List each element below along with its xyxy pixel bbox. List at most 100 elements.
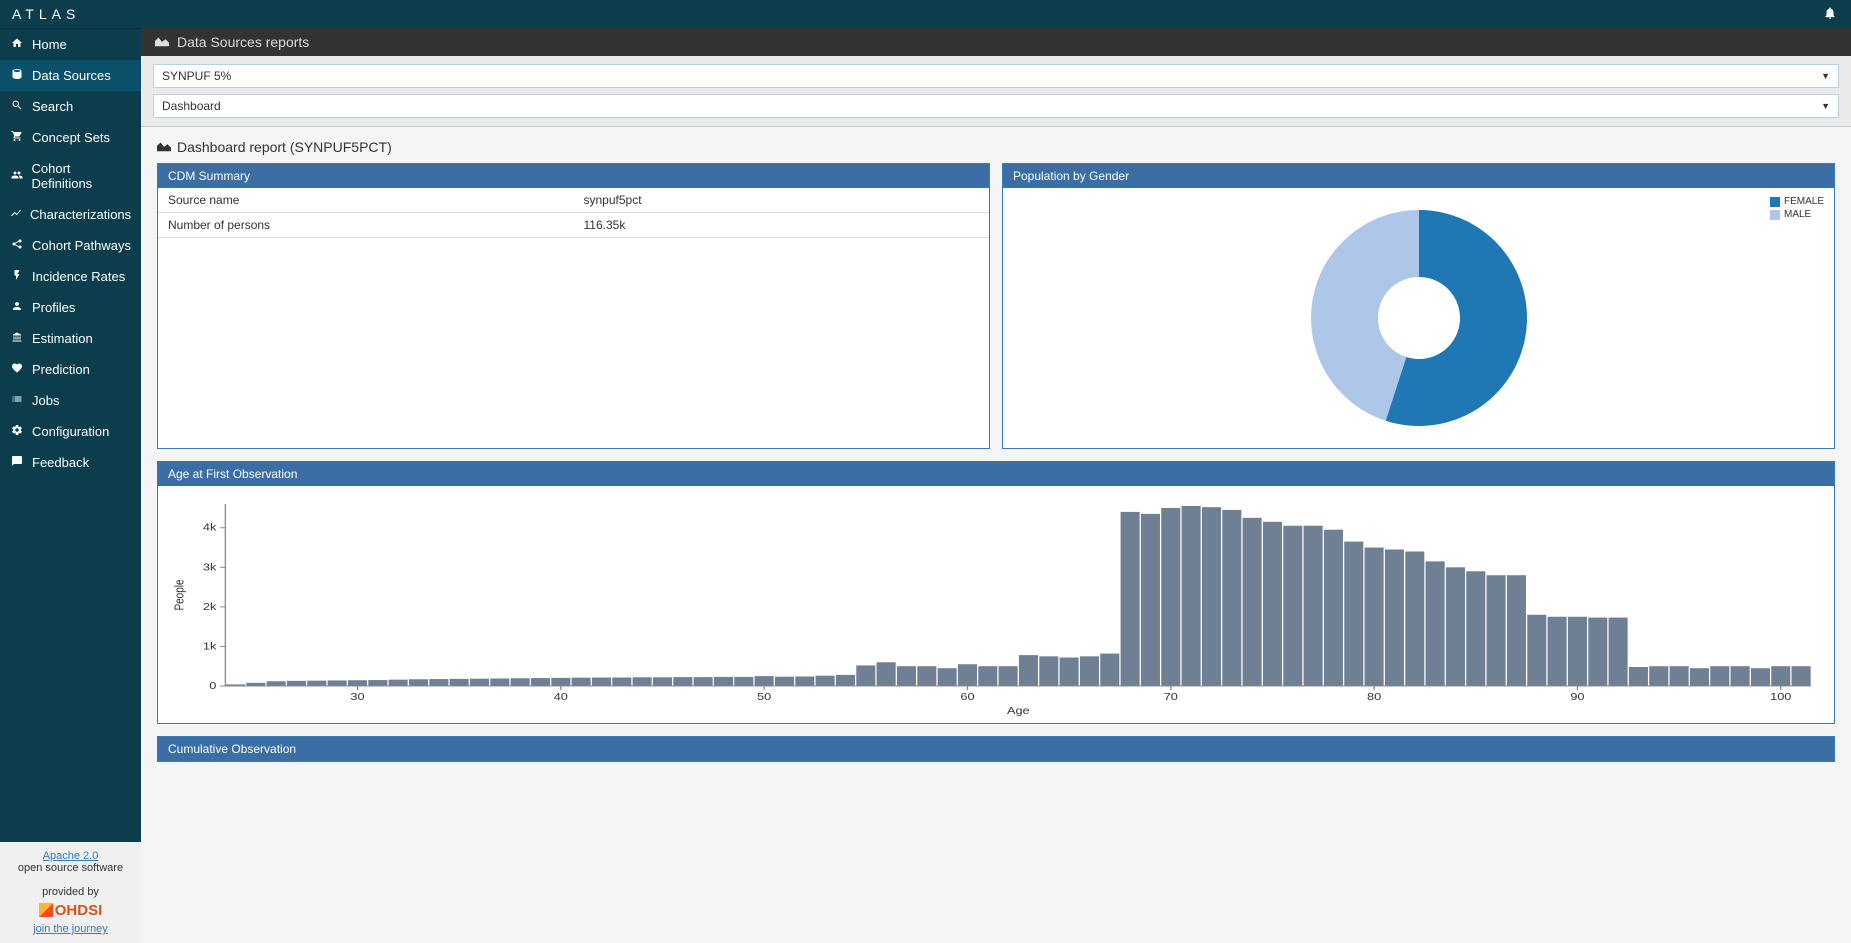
- sidebar-item-label: Data Sources: [32, 68, 111, 83]
- histogram-bar: [1710, 666, 1729, 686]
- svg-text:Age: Age: [1007, 706, 1030, 716]
- sidebar-item-label: Cohort Pathways: [32, 238, 131, 253]
- age-panel: Age at First Observation 01k2k3k4kPeople…: [157, 461, 1835, 724]
- content: Dashboard report (SYNPUF5PCT) CDM Summar…: [141, 127, 1851, 943]
- sidebar-item-cohort-definitions[interactable]: Cohort Definitions: [0, 153, 141, 199]
- histogram-bar: [1629, 667, 1648, 686]
- svg-text:80: 80: [1367, 692, 1381, 702]
- histogram-bar: [1283, 526, 1302, 686]
- histogram-bar: [592, 677, 611, 686]
- sidebar-item-cohort-pathways[interactable]: Cohort Pathways: [0, 230, 141, 261]
- database-icon: [10, 68, 24, 83]
- sidebar-item-jobs[interactable]: Jobs: [0, 385, 141, 416]
- sidebar-item-feedback[interactable]: Feedback: [0, 447, 141, 478]
- histogram-bar: [1609, 618, 1628, 686]
- histogram-bar: [1588, 618, 1607, 686]
- balance-icon: [10, 331, 24, 346]
- report-select[interactable]: Dashboard ▼: [153, 94, 1839, 118]
- histogram-bar: [1202, 507, 1221, 686]
- nav: Home Data Sources Search Concept Sets Cohort…: [0, 29, 141, 842]
- sidebar-footer: Apache 2.0 open source software provided…: [0, 842, 141, 943]
- histogram-bar: [511, 678, 530, 686]
- legend-swatch: [1770, 210, 1780, 220]
- sidebar-item-label: Search: [32, 99, 73, 114]
- cdm-summary-table: Source namesynpuf5pctNumber of persons11…: [158, 188, 989, 238]
- app-logo: ATLAS: [0, 0, 141, 29]
- gender-panel: Population by Gender FEMALEMALE: [1002, 163, 1835, 449]
- histogram-bar: [470, 679, 489, 686]
- histogram-bar: [1548, 617, 1567, 686]
- summary-label: Source name: [158, 188, 574, 213]
- histogram-bar: [694, 677, 713, 686]
- histogram-bar: [612, 677, 631, 686]
- sidebar-item-search[interactable]: Search: [0, 91, 141, 122]
- histogram-bar: [531, 678, 550, 686]
- sidebar-item-configuration[interactable]: Configuration: [0, 416, 141, 447]
- chevron-down-icon: ▼: [1821, 101, 1830, 111]
- histogram-bar: [1121, 512, 1140, 686]
- histogram-bar: [1670, 666, 1689, 686]
- source-select-value: SYNPUF 5%: [162, 69, 231, 83]
- svg-text:40: 40: [554, 692, 568, 702]
- chevron-down-icon: ▼: [1821, 71, 1830, 81]
- sidebar-item-incidence-rates[interactable]: Incidence Rates: [0, 261, 141, 292]
- histogram-bar: [1161, 508, 1180, 686]
- sidebar-item-estimation[interactable]: Estimation: [0, 323, 141, 354]
- histogram-bar: [673, 677, 692, 686]
- histogram-bar: [856, 665, 875, 686]
- sidebar-item-prediction[interactable]: Prediction: [0, 354, 141, 385]
- sidebar-item-label: Jobs: [32, 393, 59, 408]
- histogram-bar: [917, 666, 936, 686]
- gender-legend: FEMALEMALE: [1770, 196, 1824, 222]
- sidebar-item-label: Cohort Definitions: [31, 161, 131, 191]
- license-link[interactable]: Apache 2.0: [43, 850, 99, 862]
- histogram-bar: [1263, 522, 1282, 686]
- sidebar-item-concept-sets[interactable]: Concept Sets: [0, 122, 141, 153]
- histogram-bar: [1649, 666, 1668, 686]
- histogram-bar: [1487, 575, 1506, 686]
- heart-icon: [10, 362, 24, 377]
- histogram-bar: [1426, 561, 1445, 686]
- histogram-bar: [775, 677, 794, 686]
- histogram-bar: [633, 677, 652, 686]
- table-row: Source namesynpuf5pct: [158, 188, 989, 213]
- histogram-bar: [1141, 514, 1160, 686]
- histogram-bar: [1324, 530, 1343, 686]
- histogram-bar: [1405, 551, 1424, 686]
- summary-label: Number of persons: [158, 213, 574, 238]
- sidebar-item-home[interactable]: Home: [0, 29, 141, 60]
- source-select[interactable]: SYNPUF 5% ▼: [153, 64, 1839, 88]
- cumulative-panel: Cumulative Observation: [157, 736, 1835, 762]
- histogram-bar: [348, 680, 367, 686]
- sidebar-item-profiles[interactable]: Profiles: [0, 292, 141, 323]
- cogs-icon: [10, 424, 24, 439]
- histogram-bar: [1568, 617, 1587, 686]
- notification-bell-icon[interactable]: [1823, 6, 1837, 23]
- sidebar-item-data-sources[interactable]: Data Sources: [0, 60, 141, 91]
- histogram-bar: [551, 678, 570, 686]
- histogram-bar: [999, 666, 1018, 686]
- selectors: SYNPUF 5% ▼ Dashboard ▼: [141, 56, 1851, 127]
- sidebar: ATLAS Home Data Sources Search Concept Sets…: [0, 0, 141, 943]
- tagline-link[interactable]: join the journey: [33, 923, 108, 935]
- svg-text:0: 0: [209, 681, 216, 691]
- histogram-bar: [877, 662, 896, 686]
- histogram-bar: [267, 681, 286, 686]
- provided-by-text: provided by: [42, 886, 99, 898]
- histogram-bar: [1222, 510, 1241, 686]
- sidebar-item-characterizations[interactable]: Characterizations: [0, 199, 141, 230]
- age-panel-header: Age at First Observation: [158, 462, 1834, 486]
- histogram-bar: [429, 679, 448, 686]
- histogram-bar: [653, 677, 672, 686]
- legend-item: FEMALE: [1770, 196, 1824, 207]
- histogram-bar: [1060, 658, 1079, 686]
- histogram-bar: [938, 668, 957, 686]
- histogram-bar: [572, 678, 591, 686]
- user-icon: [10, 300, 24, 315]
- age-histogram-chart: 01k2k3k4kPeople30405060708090100Age: [168, 496, 1824, 716]
- home-icon: [10, 37, 24, 52]
- sidebar-item-label: Configuration: [32, 424, 109, 439]
- comment-icon: [10, 455, 24, 470]
- histogram-bar: [328, 680, 347, 686]
- histogram-bar: [958, 664, 977, 686]
